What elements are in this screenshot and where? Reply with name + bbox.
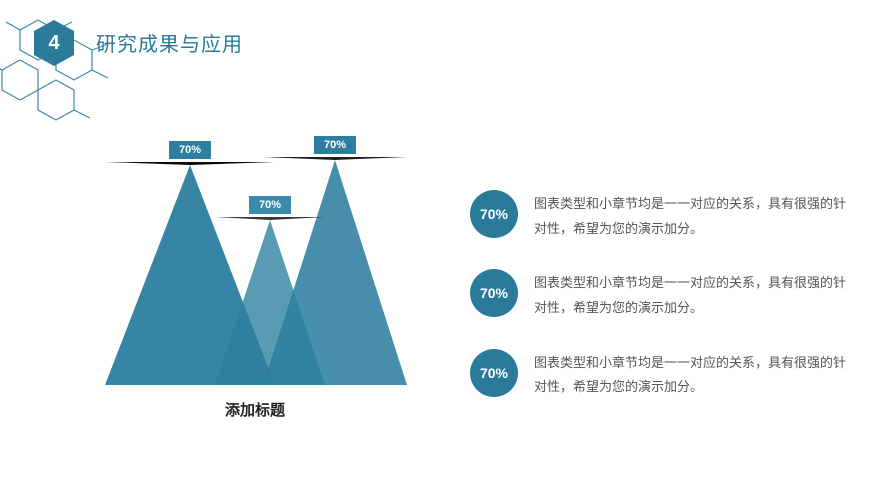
bullet-text: 图表类型和小章节均是一一对应的关系，具有很强的针对性，希望为您的演示加分。 [534,269,850,320]
chart-peak [215,217,325,385]
chart-peak-label: 70% [249,196,291,214]
bullet-list: 70% 图表类型和小章节均是一一对应的关系，具有很强的针对性，希望为您的演示加分。… [470,190,850,428]
peak-chart: 70%70%70% 添加标题 [105,155,405,415]
bullet-item: 70% 图表类型和小章节均是一一对应的关系，具有很强的针对性，希望为您的演示加分。 [470,349,850,400]
section-number: 4 [48,32,59,55]
chart-caption: 添加标题 [105,399,405,420]
chart-peak-label: 70% [169,141,211,159]
bullet-item: 70% 图表类型和小章节均是一一对应的关系，具有很强的针对性，希望为您的演示加分。 [470,190,850,241]
bullet-item: 70% 图表类型和小章节均是一一对应的关系，具有很强的针对性，希望为您的演示加分。 [470,269,850,320]
chart-peak-label: 70% [314,136,356,154]
bullet-text: 图表类型和小章节均是一一对应的关系，具有很强的针对性，希望为您的演示加分。 [534,190,850,241]
bullet-badge: 70% [470,349,518,397]
section-title: 研究成果与应用 [96,28,243,57]
bullet-badge: 70% [470,190,518,238]
bullet-badge: 70% [470,269,518,317]
section-number-badge: 4 [32,18,76,68]
molecule-decoration [0,0,200,140]
bullet-text: 图表类型和小章节均是一一对应的关系，具有很强的针对性，希望为您的演示加分。 [534,349,850,400]
